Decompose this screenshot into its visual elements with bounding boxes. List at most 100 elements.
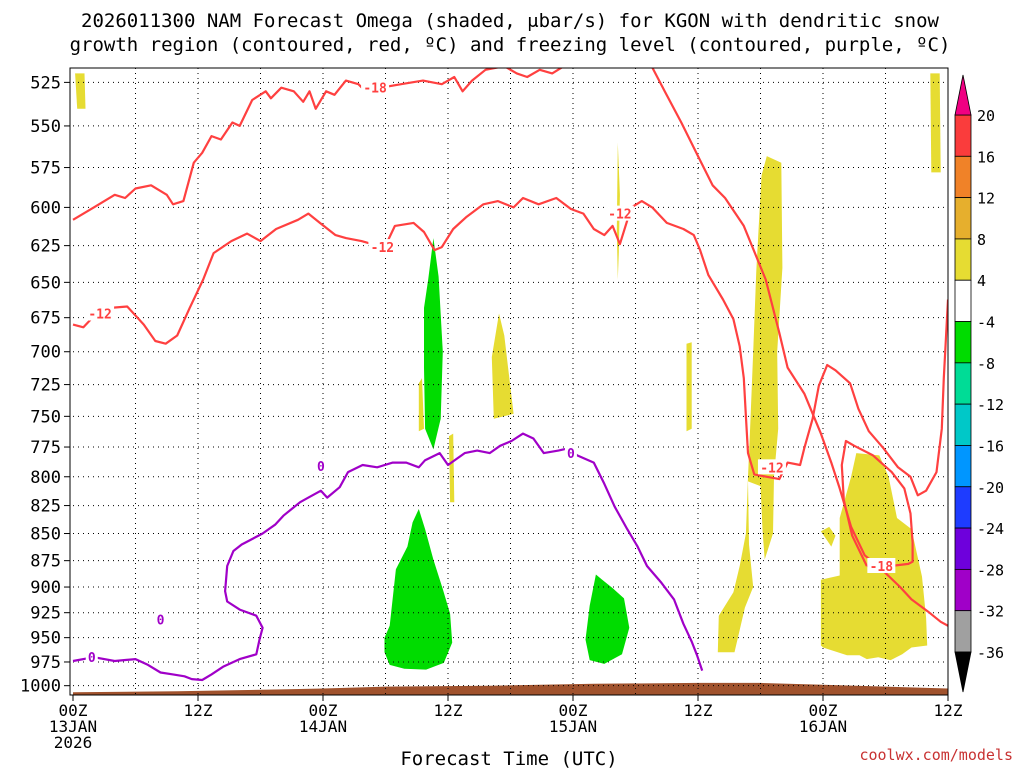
contour-label-bg (154, 611, 167, 627)
contour-label-bg (757, 459, 786, 475)
y-tick-label: 625 (30, 237, 61, 257)
x-tick-label: 12Z (434, 701, 463, 720)
y-tick-label: 725 (30, 376, 61, 396)
x-tick-label: 2026 (54, 733, 93, 752)
colorbar-label: 20 (977, 107, 995, 125)
colorbar-label: -32 (977, 603, 1004, 621)
colorbar-label: 8 (977, 231, 986, 249)
x-tick-label: 00Z (809, 701, 838, 720)
contour-label-bg (85, 649, 98, 665)
x-tick-label: 12Z (684, 701, 713, 720)
colorbar-bin (954, 445, 972, 488)
contour-label: -12 (371, 241, 394, 256)
omega-region (384, 509, 453, 670)
colorbar-label: -4 (977, 314, 995, 332)
grid-layer (73, 68, 948, 695)
contour-label-bg (86, 305, 115, 321)
colorbar-bin (954, 403, 972, 446)
colorbar-label: -16 (977, 437, 1004, 455)
colorbar-bin (954, 114, 972, 157)
y-axis: 1000 975 950 925 900 875 850 825 800 775 750 725 700… (20, 73, 70, 697)
omega-region (418, 378, 424, 432)
omega-region (820, 526, 836, 547)
colorbar-label: -28 (977, 561, 1004, 579)
y-tick-label: 950 (30, 629, 61, 649)
dgz-contour (72, 68, 948, 627)
colorbar-label: 12 (977, 190, 995, 208)
chart-title-line1: 2026011300 NAM Forecast Omega (shaded, μ… (81, 10, 939, 32)
contour-label: -18 (870, 560, 894, 575)
y-tick-label: 750 (30, 407, 61, 427)
dgz-contour (72, 196, 948, 497)
y-tick-label: 700 (30, 343, 61, 363)
y-tick-label: 1000 (20, 677, 61, 697)
colorbar-top-arrow (954, 74, 972, 116)
contour-label-layer: -18 -18 -12 -12 -12 -12 0 0 0 0 (85, 79, 896, 666)
omega-region (930, 73, 941, 173)
contour-label: 0 (317, 460, 325, 475)
colorbar-label: 16 (977, 148, 995, 166)
omega-region (820, 453, 928, 661)
x-tick-label: 15JAN (549, 717, 597, 736)
x-tick-label: 00Z (309, 701, 338, 720)
y-tick-label: 550 (30, 117, 61, 137)
x-tick-label: 13JAN (49, 717, 97, 736)
contour-label-bg (867, 557, 896, 573)
contour-label-bg (361, 79, 390, 95)
plot-frame (69, 67, 949, 696)
y-tick-label: 600 (30, 198, 61, 218)
dgz-contour (840, 439, 914, 568)
colorbar: 20 16 12 8 4 -4 -8 -12 -16 -20 -24 -28 -32 -36 (954, 74, 1004, 693)
x-tick-label: 16JAN (799, 717, 847, 736)
y-tick-label: 875 (30, 552, 61, 572)
y-tick-label: 675 (30, 309, 61, 329)
colorbar-bin (954, 486, 972, 529)
colorbar-label: -36 (977, 644, 1004, 662)
y-tick-label: 975 (30, 653, 61, 673)
colorbar-bottom-arrow (954, 651, 972, 693)
colorbar-bin (954, 238, 972, 281)
colorbar-label: -8 (977, 355, 995, 373)
colorbar-bin (954, 321, 972, 364)
colorbar-bin (954, 568, 972, 612)
contour-label-bg (605, 205, 634, 221)
plot-area: -18 -18 -12 -12 -12 -12 0 0 0 0 (69, 67, 949, 696)
x-tick-label: 00Z (59, 701, 88, 720)
colorbar-label: -12 (977, 396, 1004, 414)
omega-region (424, 238, 443, 450)
y-tick-label: 525 (30, 73, 61, 93)
omega-region (491, 313, 514, 419)
contour-label: -18 (363, 82, 387, 97)
x-axis-label: Forecast Time (UTC) (400, 748, 617, 768)
y-tick-label: 850 (30, 525, 61, 545)
colorbar-bin (954, 527, 972, 570)
freezing-level-contour (72, 432, 704, 682)
watermark: coolwx.com/models (859, 746, 1013, 764)
omega-region (686, 342, 692, 432)
contour-label: 0 (88, 651, 96, 666)
colorbar-label: -24 (977, 520, 1004, 538)
contour-label: 0 (157, 614, 165, 629)
colorbar-bin (954, 362, 972, 405)
y-tick-label: 925 (30, 604, 61, 624)
y-tick-label: 800 (30, 468, 61, 488)
colorbar-bin (954, 197, 972, 240)
y-tick-label: 650 (30, 273, 61, 293)
contour-label: -12 (608, 208, 631, 223)
contour-label: -12 (88, 308, 111, 323)
colorbar-label: 4 (977, 272, 986, 290)
omega-region (585, 574, 630, 664)
x-tick-label: 12Z (934, 701, 963, 720)
contour-layer (72, 68, 948, 682)
y-tick-label: 825 (30, 497, 61, 517)
colorbar-bin (954, 155, 972, 199)
contour-label-bg (314, 458, 327, 474)
contour-label: -12 (760, 461, 783, 476)
y-tick-label: 900 (30, 578, 61, 598)
contour-label-bg (564, 445, 577, 461)
chart-title-line2: growth region (contoured, red, ºC) and f… (70, 34, 951, 56)
x-tick-label: 14JAN (299, 717, 347, 736)
contour-label: 0 (567, 447, 575, 462)
